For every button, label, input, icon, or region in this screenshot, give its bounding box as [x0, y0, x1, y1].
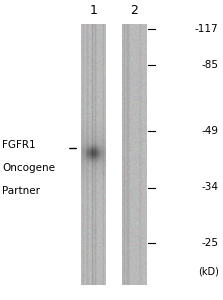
Text: 1: 1	[90, 4, 98, 17]
Text: -25: -25	[202, 238, 219, 248]
Text: Oncogene: Oncogene	[2, 163, 55, 173]
Text: (kD): (kD)	[198, 266, 219, 277]
Text: -117: -117	[195, 23, 219, 34]
Text: -49: -49	[202, 125, 219, 136]
Text: Partner: Partner	[2, 185, 40, 196]
Text: FGFR1: FGFR1	[2, 140, 36, 151]
Text: -34: -34	[202, 182, 219, 193]
Text: 2: 2	[130, 4, 138, 17]
Text: -85: -85	[202, 59, 219, 70]
